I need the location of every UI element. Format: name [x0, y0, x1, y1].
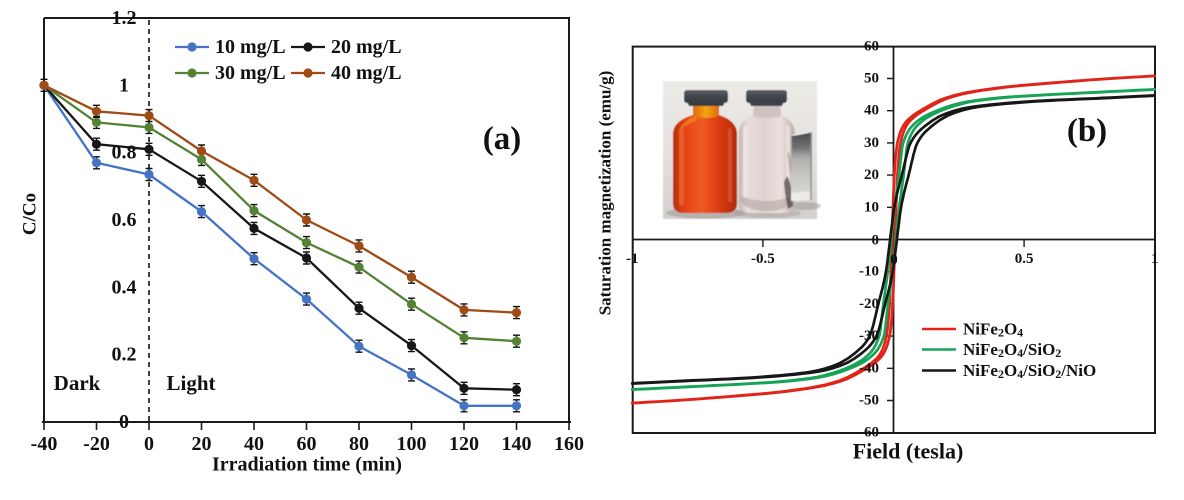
svg-text:20: 20: [864, 167, 879, 183]
svg-text:Dark: Dark: [54, 371, 101, 395]
svg-text:0: 0: [144, 433, 154, 455]
svg-text:NiFe2​O4​/SiO2​: NiFe2​O4​/SiO2​: [963, 340, 1061, 360]
svg-text:0.2: 0.2: [112, 344, 137, 366]
svg-text:140: 140: [502, 433, 532, 455]
svg-text:1: 1: [119, 74, 129, 96]
svg-text:50: 50: [864, 71, 879, 87]
svg-text:100: 100: [397, 433, 427, 455]
svg-text:NiFe2​O4​: NiFe2​O4​: [963, 320, 1023, 340]
svg-text:-40: -40: [859, 360, 879, 376]
svg-text:1: 1: [1151, 251, 1159, 267]
svg-text:0: 0: [119, 411, 129, 433]
svg-text:-50: -50: [859, 393, 879, 409]
svg-text:80: 80: [349, 433, 369, 455]
svg-text:60: 60: [297, 433, 317, 455]
svg-text:10 mg/L: 10 mg/L: [215, 36, 286, 58]
svg-text:0: 0: [872, 233, 880, 249]
svg-text:120: 120: [449, 433, 479, 455]
svg-text:160: 160: [554, 433, 584, 455]
svg-text:10: 10: [864, 199, 879, 215]
svg-text:40: 40: [864, 103, 879, 119]
svg-text:30 mg/L: 30 mg/L: [215, 62, 286, 84]
svg-text:-30: -30: [859, 328, 879, 344]
svg-text:Field (tesla): Field (tesla): [853, 439, 964, 464]
svg-text:NiFe2​O4​/SiO2​/NiO: NiFe2​O4​/SiO2​/NiO: [963, 361, 1096, 381]
svg-text:30: 30: [864, 135, 879, 151]
svg-text:0.5: 0.5: [1015, 251, 1034, 267]
svg-text:1.2: 1.2: [112, 7, 137, 29]
svg-text:(a): (a): [483, 121, 521, 157]
svg-text:-20: -20: [859, 296, 879, 312]
svg-text:40: 40: [244, 433, 264, 455]
svg-text:-20: -20: [83, 433, 110, 455]
svg-text:Irradiation time (min): Irradiation time (min): [212, 454, 402, 476]
svg-text:20: 20: [192, 433, 212, 455]
svg-text:-40: -40: [31, 433, 58, 455]
svg-text:Light: Light: [166, 371, 215, 395]
svg-text:0.8: 0.8: [112, 142, 137, 164]
svg-text:60: 60: [864, 38, 879, 54]
svg-text:40 mg/L: 40 mg/L: [331, 62, 402, 84]
svg-text:(b): (b): [1067, 113, 1107, 149]
svg-text:20 mg/L: 20 mg/L: [331, 36, 402, 58]
svg-text:0.6: 0.6: [112, 209, 137, 231]
svg-text:0.4: 0.4: [112, 276, 137, 298]
svg-text:Saturation magnetization (emu/: Saturation magnetization (emu/g): [596, 71, 615, 316]
svg-text:-1: -1: [626, 251, 639, 267]
svg-text:-60: -60: [859, 425, 879, 441]
svg-text:0: 0: [890, 252, 898, 268]
svg-text:-10: -10: [859, 264, 879, 280]
svg-text:C/Co: C/Co: [20, 193, 41, 235]
svg-text:-0.5: -0.5: [751, 251, 775, 267]
